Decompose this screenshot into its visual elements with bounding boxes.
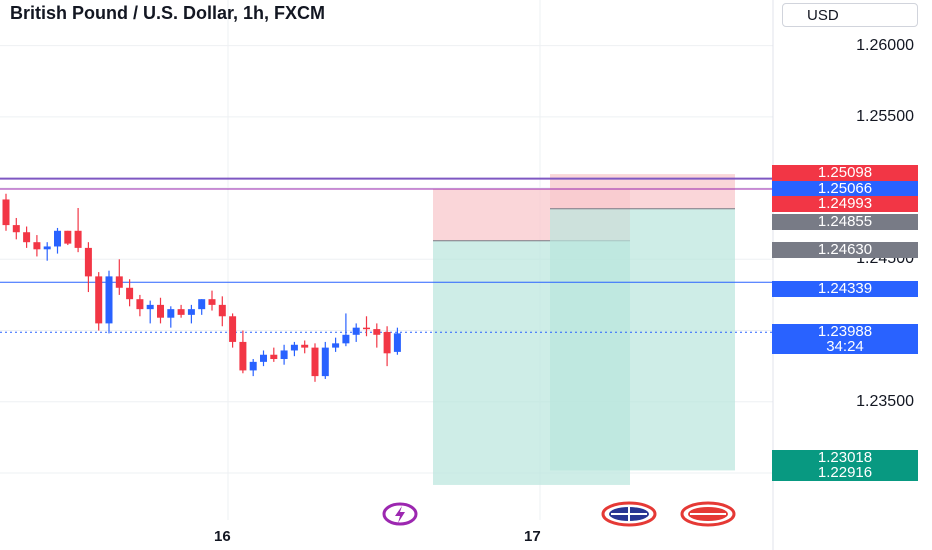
x-tick-label: 16 xyxy=(214,528,231,545)
candle xyxy=(321,347,329,377)
candle xyxy=(177,309,185,315)
candle xyxy=(270,354,278,360)
candle xyxy=(64,230,72,244)
candle xyxy=(12,225,20,233)
currency-button[interactable]: USD xyxy=(782,3,918,27)
price-label-value: 1.24855 xyxy=(817,213,873,230)
candle xyxy=(352,327,360,335)
price-label-value: 1.25066 xyxy=(817,180,873,197)
candle xyxy=(301,344,309,348)
price-label: 1.24993 xyxy=(772,196,918,212)
candle xyxy=(208,299,216,305)
chart-title: British Pound / U.S. Dollar, 1h, FXCM xyxy=(10,3,326,23)
price-label: 1.23018 xyxy=(772,450,918,466)
candle xyxy=(363,327,370,330)
price-label-value: 1.23988 xyxy=(817,323,873,340)
take-profit-zone xyxy=(550,208,735,471)
price-label-value: 1.23018 xyxy=(817,449,873,466)
candle xyxy=(74,230,82,248)
candle xyxy=(290,344,298,351)
candle xyxy=(43,246,51,250)
candle xyxy=(342,334,350,344)
candle xyxy=(229,316,237,342)
y-tick-label: 1.26000 xyxy=(856,36,914,54)
price-label: 1.24855 xyxy=(772,214,918,230)
price-label: 1.25066 xyxy=(772,181,918,197)
candle xyxy=(146,304,154,310)
candle xyxy=(105,276,113,324)
candle xyxy=(23,232,31,243)
candle xyxy=(33,242,41,250)
uk-flag-icon[interactable] xyxy=(601,501,657,527)
candle xyxy=(84,247,92,277)
candle xyxy=(198,299,206,310)
countdown-label: 34:24 xyxy=(826,338,864,355)
price-label-value: 1.24993 xyxy=(817,195,873,212)
candle xyxy=(54,230,61,247)
candle xyxy=(136,299,144,310)
price-label: 1.24339 xyxy=(772,281,918,297)
candle xyxy=(126,287,134,300)
candle xyxy=(332,343,340,348)
price-label-value: 1.25098 xyxy=(817,164,873,181)
x-tick-label: 17 xyxy=(524,528,541,545)
candle xyxy=(2,199,10,226)
us-flag-icon[interactable] xyxy=(680,501,736,527)
price-label-value: 1.24630 xyxy=(817,241,873,258)
candle xyxy=(373,329,381,335)
y-tick-label: 1.23500 xyxy=(856,392,914,410)
candle xyxy=(157,304,164,318)
price-label: 1.25098 xyxy=(772,165,918,181)
price-label: 1.23988 34:24 xyxy=(772,324,918,354)
stop-loss-zone xyxy=(550,174,735,209)
candle xyxy=(239,341,247,371)
price-label: 1.24630 xyxy=(772,242,918,258)
price-label: 1.22916 xyxy=(772,465,918,481)
candle xyxy=(218,304,226,317)
candle xyxy=(383,331,391,354)
y-tick-label: 1.25500 xyxy=(856,107,914,125)
candle xyxy=(311,347,319,377)
candle xyxy=(393,333,401,352)
candle xyxy=(115,276,123,288)
price-label-value: 1.24339 xyxy=(817,280,873,297)
candle xyxy=(260,354,267,362)
candle xyxy=(95,276,103,324)
candle xyxy=(249,361,257,371)
lightning-icon[interactable] xyxy=(382,502,418,526)
candle xyxy=(167,309,175,318)
price-label-value: 1.22916 xyxy=(817,464,873,481)
candle xyxy=(187,309,195,315)
candle xyxy=(280,350,288,360)
